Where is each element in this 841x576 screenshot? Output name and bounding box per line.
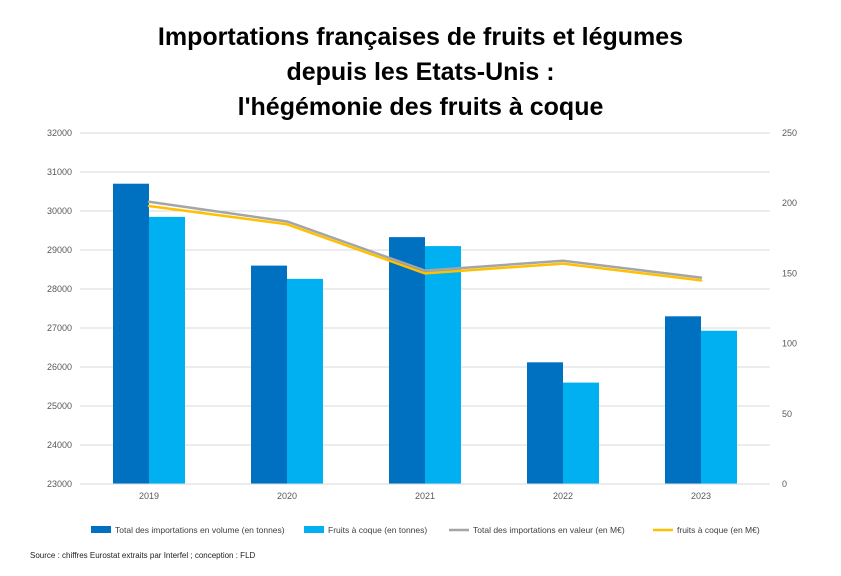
- line-total-value: [147, 200, 703, 279]
- legend-swatch: [304, 526, 324, 533]
- bar-nuts-volume-2021: [425, 246, 461, 484]
- bars: [113, 183, 737, 484]
- bar-nuts-volume-2023: [701, 330, 737, 484]
- chart-title-line-2: depuis les Etats-Unis :: [286, 58, 555, 86]
- x-axis-tick-label: 2023: [691, 491, 711, 501]
- legend-swatch: [91, 526, 111, 533]
- line-nuts-value: [147, 204, 703, 282]
- bar-total-volume-2021: [389, 237, 425, 484]
- right-axis-tick-label: 50: [782, 409, 792, 419]
- axes: 23000 24000 25000 26000 27000 28000 29000 30000…: [47, 128, 797, 501]
- x-axis-tick-label: 2019: [139, 491, 159, 501]
- chart-title: Importations françaises de fruits et lég…: [0, 20, 841, 125]
- left-axis-tick-label: 32000: [47, 128, 72, 138]
- bar-total-volume-2019: [113, 183, 149, 484]
- right-axis-tick-label: 100: [782, 339, 797, 349]
- legend-label: Total des importations en volume (en ton…: [115, 525, 285, 535]
- lines: [147, 200, 703, 282]
- legend-label: Total des importations en valeur (en M€): [473, 525, 625, 535]
- chart-title-line-3: l'hégémonie des fruits à coque: [237, 93, 604, 121]
- bar-nuts-volume-2020: [287, 278, 323, 484]
- left-axis-tick-label: 23000: [47, 479, 72, 489]
- left-axis-tick-label: 25000: [47, 401, 72, 411]
- bar-total-volume-2020: [251, 265, 287, 484]
- left-axis-tick-label: 31000: [47, 167, 72, 177]
- bar-nuts-volume-2022: [563, 382, 599, 484]
- legend: Total des importations en volume (en ton…: [91, 525, 760, 535]
- bar-total-volume-2022: [527, 362, 563, 484]
- x-axis-tick-label: 2020: [277, 491, 297, 501]
- right-axis-tick-label: 150: [782, 268, 797, 278]
- left-axis-tick-label: 29000: [47, 245, 72, 255]
- source-note: Source : chiffres Eurostat extraits par …: [30, 551, 256, 560]
- right-axis-tick-label: 200: [782, 198, 797, 208]
- legend-label: Fruits à coque (en tonnes): [328, 525, 427, 535]
- chart-title-line-1: Importations françaises de fruits et lég…: [157, 23, 684, 51]
- left-axis-tick-label: 26000: [47, 362, 72, 372]
- bar-total-volume-2023: [665, 316, 701, 484]
- x-axis-tick-label: 2021: [415, 491, 435, 501]
- legend-label: fruits à coque (en M€): [677, 525, 760, 535]
- right-axis-tick-label: 0: [782, 479, 787, 489]
- right-axis-tick-label: 250: [782, 128, 797, 138]
- x-axis-tick-label: 2022: [553, 491, 573, 501]
- left-axis-tick-label: 28000: [47, 284, 72, 294]
- left-axis-tick-label: 24000: [47, 440, 72, 450]
- bar-nuts-volume-2019: [149, 216, 185, 484]
- left-axis-tick-label: 30000: [47, 206, 72, 216]
- left-axis-tick-label: 27000: [47, 323, 72, 333]
